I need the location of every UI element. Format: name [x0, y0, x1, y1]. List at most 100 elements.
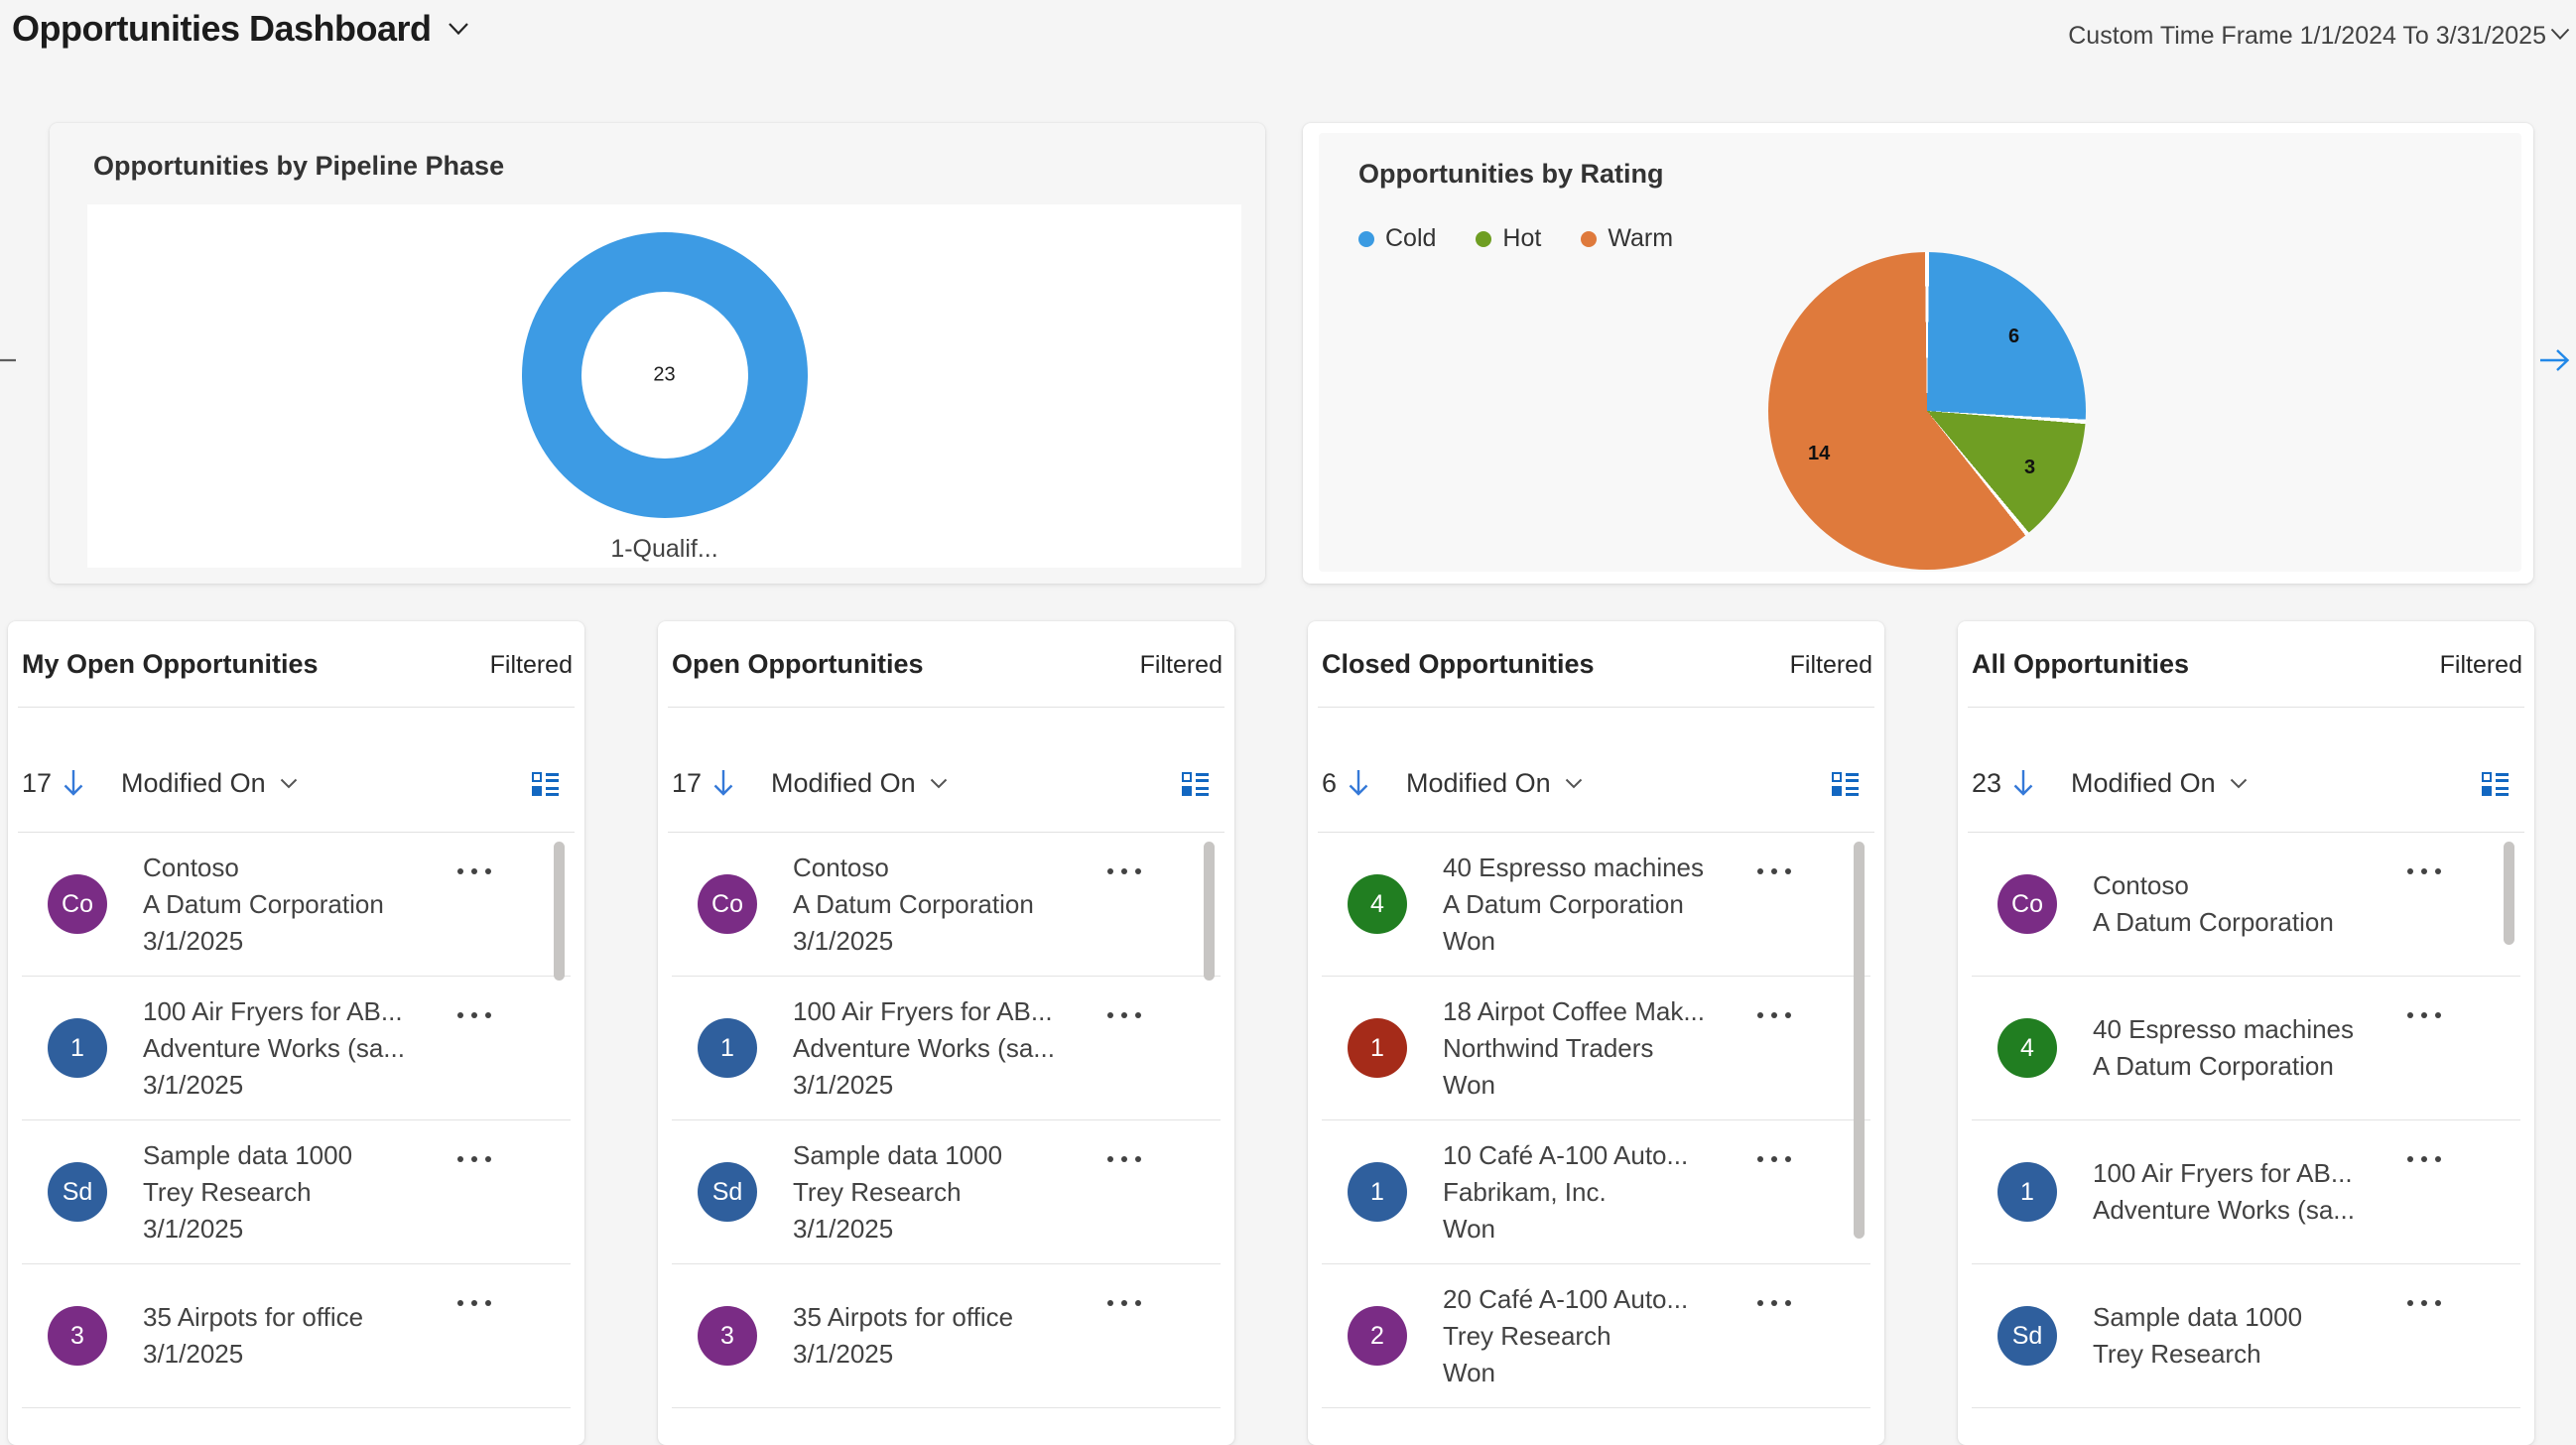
list-rows: 4 40 Espresso machines A Datum Corporati… — [1322, 833, 1870, 1445]
sort-direction-arrow-icon[interactable] — [2011, 767, 2035, 799]
item-subtitle: Trey Research — [143, 1176, 312, 1207]
item-title: Sample data 1000 — [2093, 1302, 2303, 1332]
carousel-right-arrow-icon[interactable] — [2538, 345, 2574, 375]
pie-slice-value-warm: 14 — [1808, 443, 1831, 464]
time-frame-label: Custom Time Frame 1/1/2024 To 3/31/2025 — [2068, 22, 2546, 50]
more-options-button[interactable] — [1103, 864, 1145, 878]
item-meta: 3/1/2025 — [143, 1339, 244, 1369]
more-options-button[interactable] — [1103, 1008, 1145, 1022]
list-rows: Co Contoso A Datum Corporation 4 40 Espr… — [1972, 833, 2520, 1445]
list-item[interactable]: 1 100 Air Fryers for AB... Adventure Wor… — [1972, 1120, 2520, 1264]
list-card-open-opportunities: Open Opportunities Filtered 17 Modified … — [658, 621, 1234, 1445]
item-title: Sample data 1000 — [143, 1139, 353, 1170]
list-item-text: Contoso A Datum Corporation 3/1/2025 — [793, 850, 1221, 960]
divider — [1968, 707, 2524, 708]
sort-field-dropdown[interactable]: Modified On — [771, 768, 948, 799]
sort-field-label: Modified On — [2071, 767, 2216, 798]
rating-pie-chart[interactable]: 6 3 14 — [1768, 252, 2086, 570]
legend-item-cold[interactable]: Cold — [1358, 224, 1436, 253]
carousel-left-arrow-icon[interactable] — [0, 345, 20, 375]
list-item[interactable]: 4 40 Espresso machines A Datum Corporati… — [1972, 977, 2520, 1120]
item-title: 40 Espresso machines — [1443, 852, 1705, 882]
time-frame-filter[interactable]: Custom Time Frame 1/1/2024 To 3/31/2025 — [2068, 22, 2570, 51]
dashboard-selector[interactable]: Opportunities Dashboard — [12, 8, 469, 50]
more-options-button[interactable] — [1103, 1296, 1145, 1310]
more-options-button[interactable] — [1753, 864, 1795, 878]
more-options-button[interactable] — [2403, 1008, 2445, 1022]
item-title: 35 Airpots for office — [143, 1302, 364, 1332]
legend-item-hot[interactable]: Hot — [1476, 224, 1541, 253]
sort-field-label: Modified On — [121, 767, 266, 798]
rating-chart-card: Opportunities by Rating Cold Hot Warm 6 … — [1303, 123, 2533, 584]
select-columns-icon[interactable] — [1832, 771, 1859, 796]
list-item[interactable]: Co Contoso A Datum Corporation — [1972, 833, 2520, 977]
avatar: Co — [48, 874, 107, 934]
more-options-button[interactable] — [2403, 1152, 2445, 1166]
sort-field-dropdown[interactable]: Modified On — [2071, 768, 2248, 799]
filtered-badge: Filtered — [1139, 651, 1223, 679]
select-columns-icon[interactable] — [1182, 771, 1209, 796]
select-columns-icon[interactable] — [2482, 771, 2509, 796]
more-options-button[interactable] — [1753, 1152, 1795, 1166]
list-card-closed-opportunities: Closed Opportunities Filtered 6 Modified… — [1308, 621, 1884, 1445]
list-item[interactable]: 1 100 Air Fryers for AB... Adventure Wor… — [22, 977, 571, 1120]
item-title: Contoso — [2093, 870, 2189, 900]
list-item[interactable]: 1 100 Air Fryers for AB... Adventure Wor… — [672, 977, 1221, 1120]
sort-direction-arrow-icon[interactable] — [711, 767, 735, 799]
more-options-button[interactable] — [1753, 1008, 1795, 1022]
item-meta: 3/1/2025 — [793, 1213, 894, 1244]
list-item-text: 35 Airpots for office 3/1/2025 — [143, 1299, 571, 1373]
item-subtitle: Adventure Works (sa... — [793, 1032, 1055, 1063]
list-item[interactable]: Co Contoso A Datum Corporation 3/1/2025 — [22, 833, 571, 977]
more-options-button[interactable] — [2403, 1296, 2445, 1310]
list-item-text: Sample data 1000 Trey Research — [2093, 1299, 2520, 1373]
list-item[interactable]: Co Contoso A Datum Corporation 3/1/2025 — [672, 833, 1221, 977]
list-item-text: Sample data 1000 Trey Research 3/1/2025 — [793, 1137, 1221, 1248]
list-item-text: 40 Espresso machines A Datum Corporation… — [1443, 850, 1870, 960]
select-columns-icon[interactable] — [532, 771, 559, 796]
scrollbar-thumb[interactable] — [2504, 842, 2514, 945]
divider — [1968, 832, 2524, 833]
list-item[interactable]: 2 20 Café A-100 Auto... Trey Research Wo… — [1322, 1264, 1870, 1408]
scrollbar-thumb[interactable] — [1854, 842, 1865, 1239]
sort-direction-arrow-icon[interactable] — [62, 767, 85, 799]
avatar: 1 — [1348, 1162, 1407, 1222]
more-options-button[interactable] — [453, 864, 495, 878]
divider — [18, 707, 575, 708]
legend-item-warm[interactable]: Warm — [1581, 224, 1673, 253]
list-item[interactable]: Sd Sample data 1000 Trey Research 3/1/20… — [22, 1120, 571, 1264]
chevron-down-icon[interactable] — [448, 22, 469, 36]
record-count: 17 — [22, 767, 53, 798]
filtered-badge: Filtered — [2439, 651, 2522, 679]
divider — [1318, 707, 1874, 708]
scrollbar-thumb[interactable] — [1204, 842, 1215, 981]
pipeline-donut-chart[interactable]: 23 — [521, 232, 808, 518]
scrollbar-thumb[interactable] — [554, 842, 565, 981]
sort-field-dropdown[interactable]: Modified On — [1406, 768, 1583, 799]
app-header: Opportunities Dashboard Custom Time Fram… — [0, 0, 2576, 64]
list-item-text: 20 Café A-100 Auto... Trey Research Won — [1443, 1281, 1870, 1391]
list-item[interactable]: 1 10 Café A-100 Auto... Fabrikam, Inc. W… — [1322, 1120, 1870, 1264]
more-options-button[interactable] — [1103, 1152, 1145, 1166]
list-item[interactable]: 1 18 Airpot Coffee Mak... Northwind Trad… — [1322, 977, 1870, 1120]
item-subtitle: Fabrikam, Inc. — [1443, 1176, 1607, 1207]
list-item[interactable]: 3 35 Airpots for office 3/1/2025 — [672, 1264, 1221, 1408]
more-options-button[interactable] — [453, 1152, 495, 1166]
list-item[interactable]: Sd Sample data 1000 Trey Research — [1972, 1264, 2520, 1408]
filtered-badge: Filtered — [489, 651, 573, 679]
item-meta: Won — [1443, 1213, 1495, 1244]
list-item[interactable]: Sd Sample data 1000 Trey Research 3/1/20… — [672, 1120, 1221, 1264]
item-meta: 3/1/2025 — [143, 1069, 244, 1100]
sort-direction-arrow-icon[interactable] — [1347, 767, 1370, 799]
list-item[interactable]: 3 35 Airpots for office 3/1/2025 — [22, 1264, 571, 1408]
sort-field-label: Modified On — [771, 767, 916, 798]
sort-field-dropdown[interactable]: Modified On — [121, 768, 298, 799]
more-options-button[interactable] — [453, 1008, 495, 1022]
item-subtitle: Trey Research — [1443, 1320, 1611, 1351]
list-item[interactable]: 4 40 Espresso machines A Datum Corporati… — [1322, 833, 1870, 977]
more-options-button[interactable] — [2403, 864, 2445, 878]
more-options-button[interactable] — [453, 1296, 495, 1310]
item-subtitle: Adventure Works (sa... — [143, 1032, 405, 1063]
item-title: 40 Espresso machines — [2093, 1014, 2355, 1044]
more-options-button[interactable] — [1753, 1296, 1795, 1310]
